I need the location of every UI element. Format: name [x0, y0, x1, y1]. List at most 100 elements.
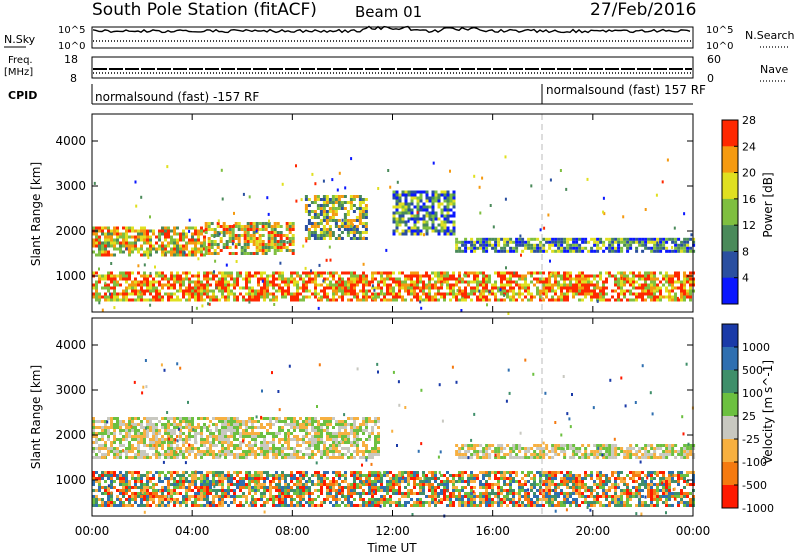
echo-cell	[143, 483, 146, 486]
echo-cell	[314, 280, 317, 284]
echo-cell	[596, 249, 600, 253]
echo-cell	[173, 244, 176, 248]
echo-scatter	[188, 229, 191, 233]
echo-cell	[272, 480, 275, 483]
echo-cell	[395, 217, 399, 221]
echo-cell	[647, 240, 651, 244]
echo-cell	[419, 295, 422, 299]
echo-cell	[216, 246, 220, 249]
echo-cell	[620, 280, 623, 284]
echo-cell	[503, 298, 506, 302]
echo-cell	[608, 298, 611, 302]
echo-cell	[362, 441, 365, 444]
echo-cell	[263, 292, 266, 296]
echo-cell	[263, 444, 266, 447]
echo-cell	[374, 286, 377, 290]
echo-cell	[290, 292, 293, 296]
echo-cell	[239, 456, 242, 459]
echo-cell	[647, 289, 650, 293]
echo-cell	[644, 274, 647, 278]
echo-cell	[140, 286, 143, 290]
echo-cell	[542, 277, 545, 281]
echo-cell	[248, 286, 251, 290]
echo-cell	[128, 271, 131, 275]
echo-cell	[110, 441, 113, 444]
echo-cell	[337, 195, 341, 198]
echo-cell	[110, 286, 113, 290]
echo-cell	[500, 444, 504, 447]
echo-cell	[245, 280, 248, 284]
echo-cell	[164, 226, 167, 230]
plot-title: South Pole Station (fitACF)	[92, 0, 317, 20]
echo-cell	[281, 489, 284, 492]
echo-cell	[659, 280, 662, 284]
echo-cell	[365, 280, 368, 284]
echo-cell	[653, 447, 657, 450]
echo-cell	[149, 229, 152, 233]
echo-cell	[119, 492, 122, 495]
echo-cell	[617, 240, 621, 244]
echo-cell	[164, 456, 167, 459]
echo-cell	[204, 222, 208, 225]
echo-cell	[332, 271, 335, 275]
echo-cell	[191, 232, 194, 236]
echo-cell	[659, 295, 662, 299]
echo-cell	[473, 243, 477, 247]
echo-cell	[137, 486, 140, 489]
echo-cell	[392, 298, 395, 302]
echo-cell	[326, 286, 329, 290]
echo-cell	[494, 295, 497, 299]
echo-cell	[476, 286, 479, 290]
echo-cell	[161, 435, 164, 438]
echo-scatter	[479, 211, 482, 215]
echo-cell	[317, 483, 320, 486]
echo-cell	[203, 453, 206, 456]
echo-cell	[170, 235, 173, 239]
echo-cell	[416, 196, 420, 200]
echo-cell	[155, 423, 158, 426]
echo-cell	[255, 249, 259, 252]
echo-cell	[551, 240, 555, 244]
echo-cell	[119, 420, 122, 423]
echo-cell	[530, 456, 534, 459]
echo-cell	[476, 289, 479, 293]
echo-cell	[596, 240, 600, 244]
echo-cell	[440, 208, 444, 212]
echo-cell	[653, 289, 656, 293]
echo-scatter	[371, 284, 374, 288]
echo-cell	[620, 298, 623, 302]
echo-cell	[213, 240, 217, 243]
echo-cell	[349, 237, 353, 240]
echo-cell	[578, 246, 582, 250]
echo-cell	[219, 225, 223, 228]
echo-cell	[464, 456, 468, 459]
echo-cell	[233, 489, 236, 492]
echo-cell	[503, 277, 506, 281]
echo-cell	[422, 223, 426, 227]
echo-cell	[206, 453, 209, 456]
echo-cell	[358, 204, 362, 207]
echo-cell	[497, 456, 501, 459]
echo-cell	[266, 453, 269, 456]
echo-cell	[152, 498, 155, 501]
echo-cell	[659, 444, 663, 447]
echo-cell	[431, 199, 435, 203]
echo-cell	[641, 283, 644, 287]
echo-cell	[155, 450, 158, 453]
echo-cell	[341, 432, 344, 435]
power-x-axis	[91, 114, 694, 312]
echo-cell	[161, 283, 164, 287]
echo-cell	[446, 202, 450, 206]
echo-cell	[416, 295, 419, 299]
echo-cell	[182, 501, 185, 504]
echo-cell	[506, 292, 509, 296]
echo-cell	[296, 283, 299, 287]
echo-cell	[311, 292, 314, 296]
echo-cell	[581, 271, 584, 275]
echo-cell	[221, 271, 224, 275]
echo-cell	[248, 280, 251, 284]
echo-cell	[632, 447, 636, 450]
echo-cell	[98, 432, 101, 435]
echo-cell	[200, 489, 203, 492]
echo-cell	[302, 441, 305, 444]
